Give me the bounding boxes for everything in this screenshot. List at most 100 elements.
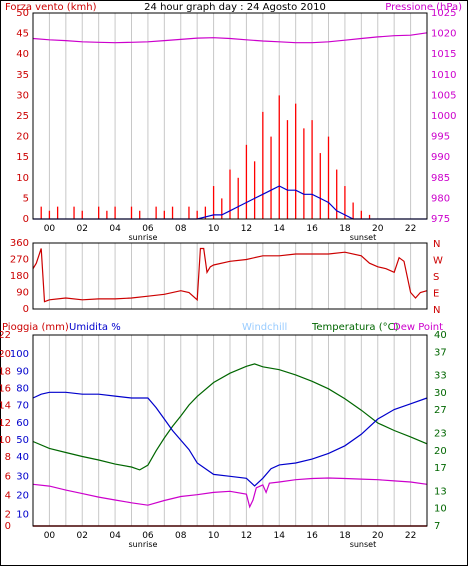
rain-tick-label: 4 (5, 490, 11, 501)
x-tick-label: 16 (306, 224, 318, 234)
x-tick-label: 12 (241, 531, 252, 541)
legend-rain: Pioggia (mm) (2, 322, 69, 333)
humidity-tick-label: 20 (16, 490, 29, 501)
left-tick-label: 270 (10, 255, 29, 266)
right-tick-label: 1010 (431, 70, 456, 81)
rain-tick-label: 0 (5, 521, 11, 532)
x-axis-ticks: 00 02 04 06 08 10 12 14 16 18 20 22 (44, 531, 417, 541)
right-tick-label: 20 (434, 446, 447, 457)
x-tick-label: 04 (109, 224, 121, 234)
right-tick-label: 1005 (431, 90, 456, 101)
gridlines (48, 243, 412, 309)
sunrise-label: sunrise (129, 233, 158, 242)
x-tick-label: 00 (44, 531, 56, 541)
left-tick-label: 45 (16, 29, 29, 40)
left-tick-label: 0 (23, 304, 29, 315)
humidity-tick-label: 100 (10, 349, 29, 360)
right-tick-label: 990 (431, 152, 450, 163)
x-tick-label: 20 (372, 531, 384, 541)
sunset-label: sunset (350, 540, 377, 549)
right-tick-label: 13 (434, 486, 447, 497)
right-tick-label: 995 (431, 132, 450, 143)
x-tick-label: 22 (405, 224, 416, 234)
humidity-tick-label: 50 (16, 435, 29, 446)
right-axis-ticks: 975 980 985 990 995 1000 1005 1010 1015 1020 1025 (431, 8, 456, 225)
left-tick-label: 10 (16, 173, 29, 184)
pressure-line (32, 32, 428, 44)
left-tick-label: 360 (10, 238, 29, 249)
x-tick-label: 02 (77, 224, 88, 234)
right-tick-label: 1025 (431, 8, 456, 19)
rain-tick-label: 14 (0, 401, 11, 412)
rain-tick-label: 12 (0, 418, 11, 429)
humidity-tick-label: 60 (16, 418, 29, 429)
rain-tick-label: 8 (5, 452, 11, 463)
left-tick-label: 20 (16, 132, 29, 143)
right-tick-label: 985 (431, 173, 450, 184)
dewpoint-line (32, 477, 428, 509)
plot-frame (32, 242, 428, 310)
humidity-tick-label: 10 (16, 510, 29, 521)
left-tick-label: 90 (16, 288, 29, 299)
right-tick-label: 27 (434, 405, 447, 416)
left-tick-label: 30 (16, 90, 29, 101)
wind-speed-line (33, 185, 427, 220)
x-axis-ticks: 00 02 04 06 08 10 12 14 16 18 20 22 (44, 224, 417, 234)
right-tick-label: 37 (434, 347, 447, 358)
x-tick-label: 18 (339, 531, 351, 541)
x-tick-label: 08 (175, 224, 187, 234)
right-tick-label: 7 (434, 521, 440, 532)
temperature-line (32, 363, 428, 471)
x-tick-label: 06 (142, 531, 154, 541)
left-tick-label: 50 (16, 8, 29, 19)
right-tick-label: 1015 (431, 49, 456, 60)
right-tick-label: S (433, 272, 439, 283)
humidity-tick-label: 70 (16, 401, 29, 412)
right-axis-label: Pressione (hPa) (385, 2, 462, 13)
sunset-label: sunset (350, 233, 377, 242)
rain-tick-label: 10 (0, 435, 11, 446)
right-tick-label: N (433, 305, 440, 316)
humidity-tick-label: 90 (16, 366, 29, 377)
x-tick-label: 06 (142, 224, 154, 234)
right-tick-label: 30 (434, 388, 447, 399)
rain-tick-label: 16 (0, 383, 11, 394)
rain-tick-label: 22 (0, 330, 11, 341)
right-tick-label: 975 (431, 214, 450, 225)
rain-tick-label: 18 (0, 366, 11, 377)
right-tick-label: 1000 (431, 111, 456, 122)
right-tick-label: 40 (434, 330, 447, 341)
plot-frame (32, 12, 428, 220)
right-tick-label: N (433, 239, 440, 250)
x-tick-label: 14 (274, 531, 286, 541)
legend-windchill: Windchill (242, 322, 287, 333)
left-tick-label: 25 (16, 111, 29, 122)
right-tick-label: 23 (434, 428, 447, 439)
right-tick-label: 10 (434, 504, 447, 515)
left-tick-label: 5 (23, 193, 29, 204)
rain-tick-label: 20 (0, 349, 11, 360)
left-axis-label: Forza vento (kmh) (5, 2, 97, 13)
humidity-tick-label: 80 (16, 383, 29, 394)
x-tick-label: 10 (208, 531, 220, 541)
right-axis-ticks: 7 10 13 17 20 23 27 30 33 37 40 (434, 330, 447, 532)
humidity-tick-label: 40 (16, 452, 29, 463)
right-tick-label: W (433, 256, 443, 267)
humidity-line (32, 391, 428, 487)
right-tick-label: 1020 (431, 29, 456, 40)
x-tick-label: 18 (339, 224, 351, 234)
right-tick-label: E (433, 289, 439, 300)
left-tick-label: 0 (23, 214, 29, 225)
x-tick-label: 12 (241, 224, 252, 234)
left-tick-label: 35 (16, 70, 29, 81)
x-tick-label: 10 (208, 224, 220, 234)
wind-direction-line (32, 247, 428, 303)
x-tick-label: 14 (274, 224, 286, 234)
legend-dewpoint: Dew Point (393, 322, 443, 333)
right-tick-label: 980 (431, 193, 450, 204)
